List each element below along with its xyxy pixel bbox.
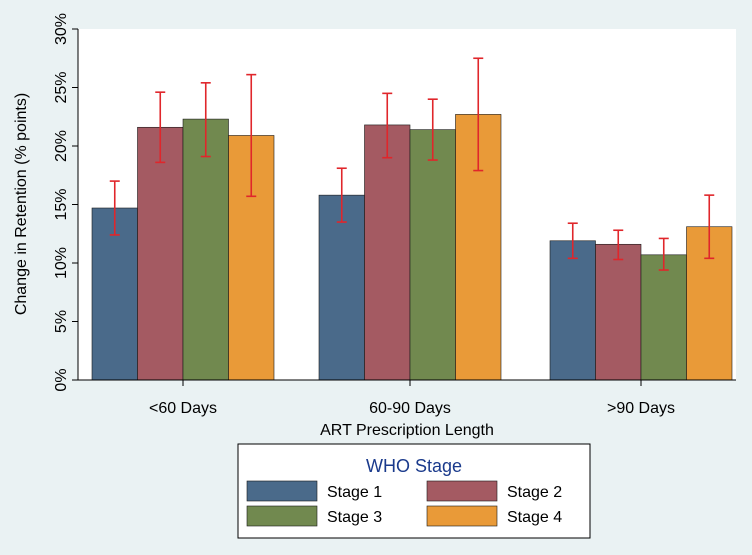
legend-label: Stage 2 <box>507 484 562 501</box>
legend-label: Stage 1 <box>327 484 382 501</box>
bar-stage-3-2 <box>640 254 687 381</box>
y-tick-label: 15% <box>53 188 70 220</box>
y-tick-label: 5% <box>53 310 70 333</box>
bar-stage-3-0 <box>182 118 229 381</box>
y-tick-label: 0% <box>53 368 70 391</box>
x-tick-label: 60-90 Days <box>369 400 451 417</box>
bar-stage-2-1 <box>364 124 411 381</box>
y-tick-label: 10% <box>53 247 70 279</box>
legend-label: Stage 3 <box>327 509 382 526</box>
bar-stage-3-1 <box>409 129 456 381</box>
y-tick-label: 20% <box>53 130 70 162</box>
legend-swatch <box>246 505 318 527</box>
x-axis-title: ART Prescription Length <box>320 422 494 439</box>
y-tick-label: 30% <box>53 13 70 45</box>
legend-swatch <box>246 480 318 502</box>
legend-entries: Stage 1 Stage 2 Stage 3 Stage 4 <box>246 480 562 527</box>
x-tick-label: >90 Days <box>607 400 675 417</box>
legend-title: WHO Stage <box>366 456 462 476</box>
bar-stage-1-2 <box>549 240 596 381</box>
x-tick-label: <60 Days <box>149 400 217 417</box>
bar-stage-1-1 <box>318 194 365 381</box>
axes-layer: 0% 5% 10% 15% 20% 25% 30% <60 Days 60-90 Days >90… <box>53 13 736 417</box>
bar-stage-1-0 <box>91 207 138 381</box>
bars-layer <box>91 57 733 381</box>
legend-swatch <box>426 505 498 527</box>
y-tick-label: 25% <box>53 71 70 103</box>
legend: WHO Stage Stage 1 Stage 2 Stage 3 Stage 4 <box>237 443 591 539</box>
y-axis-title: Change in Retention (% points) <box>13 93 30 315</box>
bar-stage-2-2 <box>595 243 642 381</box>
legend-label: Stage 4 <box>507 509 562 526</box>
legend-swatch <box>426 480 498 502</box>
bar-stage-2-0 <box>137 126 184 381</box>
